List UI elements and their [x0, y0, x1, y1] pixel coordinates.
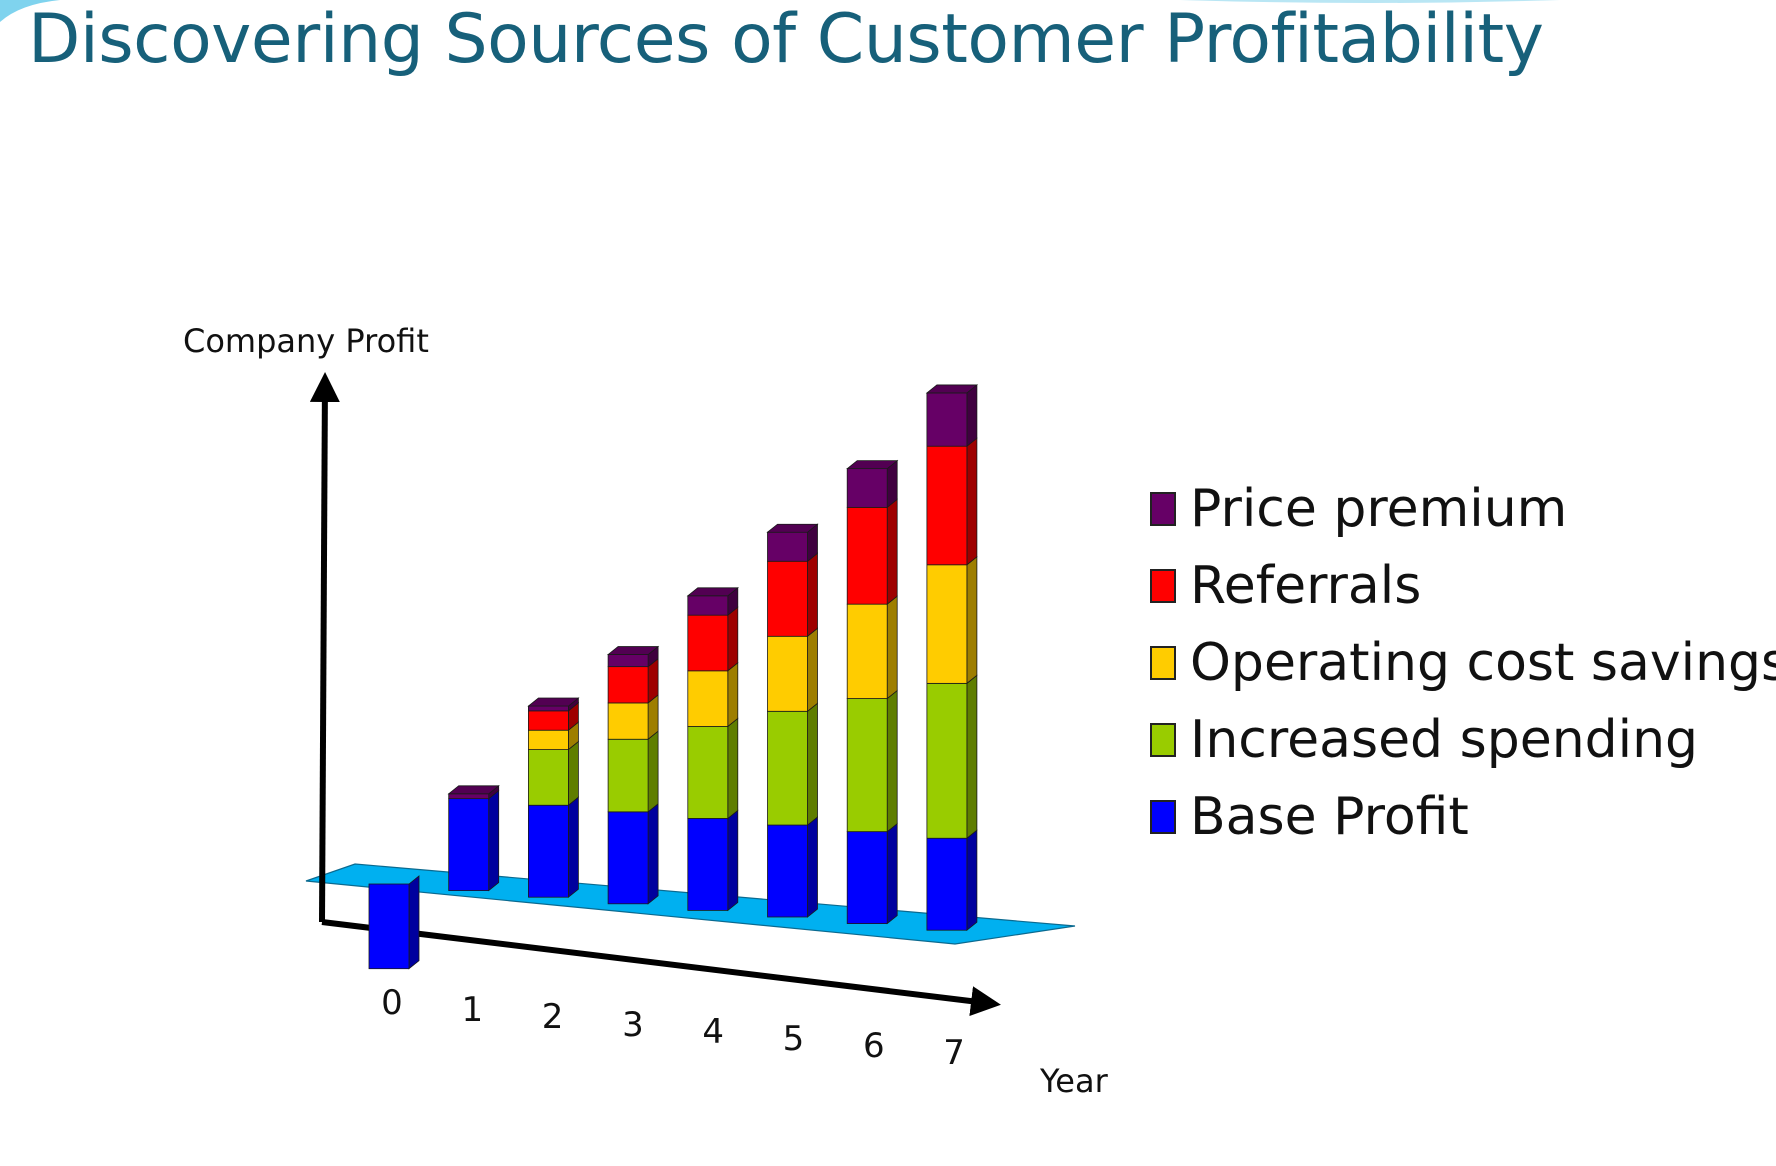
legend-swatch-base-profit — [1150, 799, 1176, 834]
bar-operating-cost-savings-year-7-side — [966, 555, 978, 685]
bar-increased-spending-year-5 — [767, 710, 808, 826]
bar-increased-spending-year-7 — [926, 682, 968, 839]
x-tick-label-4: 4 — [702, 1011, 725, 1052]
bar-referrals-year-2 — [528, 710, 569, 731]
bar-referrals-year-5 — [767, 560, 808, 637]
bar-increased-spending-year-6-side — [886, 689, 898, 833]
slide-title: Discovering Sources of Customer Profitab… — [28, 0, 1544, 79]
legend-item-operating-cost-savings: Operating cost savings — [1150, 624, 1776, 701]
x-tick-label-0: 0 — [381, 983, 403, 1023]
bar-referrals-year-7 — [926, 445, 968, 566]
bar-price-premium-year-5-top — [766, 523, 819, 533]
bar-base-profit-year-5 — [767, 824, 808, 918]
bar-operating-cost-savings-year-6-side — [886, 595, 898, 700]
bar-operating-cost-savings-year-4 — [687, 670, 729, 727]
bar-increased-spending-year-3-side — [647, 730, 659, 813]
legend-swatch-referrals — [1150, 568, 1176, 603]
bar-operating-cost-savings-year-5 — [767, 635, 808, 712]
bar-price-premium-year-4 — [687, 595, 729, 616]
bar-price-premium-year-6 — [846, 468, 888, 508]
bar-operating-cost-savings-year-5-side — [807, 627, 818, 713]
bar-price-premium-year-2 — [528, 705, 569, 712]
y-axis — [309, 372, 340, 923]
bar-increased-spending-year-7-side — [966, 674, 978, 840]
bar-base-profit-year-5-side — [807, 816, 818, 918]
bar-referrals-year-6-side — [886, 498, 898, 605]
bar-price-premium-year-3-top — [606, 646, 660, 655]
legend-swatch-increased-spending — [1150, 722, 1176, 757]
bar-increased-spending-year-2 — [528, 749, 569, 806]
corner-swoosh-decoration — [0, 0, 60, 22]
bar-operating-cost-savings-year-4-side — [727, 661, 739, 728]
bar-base-profit-year-2-side — [568, 796, 579, 899]
legend-item-referrals: Referrals — [1150, 547, 1776, 624]
bar-increased-spending-year-2-side — [568, 740, 579, 807]
x-tick-label-2: 2 — [541, 997, 564, 1038]
bar-increased-spending-year-4 — [687, 726, 729, 819]
bar-base-profit-year-4 — [687, 818, 729, 911]
bar-operating-cost-savings-year-7 — [926, 564, 968, 684]
bar-price-premium-year-7 — [926, 392, 968, 447]
legend-swatch-price-premium — [1150, 491, 1176, 526]
bar-referrals-year-3 — [607, 666, 649, 704]
x-tick-label-6: 6 — [862, 1026, 885, 1067]
top-right-swoosh-decoration — [1180, 0, 1560, 3]
bar-increased-spending-year-3 — [607, 738, 649, 813]
legend-label-price-premium: Price premium — [1190, 478, 1568, 539]
bar-operating-cost-savings-year-3 — [607, 702, 649, 740]
legend-label-operating-cost-savings: Operating cost savings — [1190, 632, 1776, 693]
bar-referrals-year-4 — [687, 614, 729, 672]
bar-price-premium-year-4-top — [686, 587, 739, 597]
bar-referrals-year-5-side — [807, 552, 818, 638]
chart-legend: Price premium Referrals Operating cost s… — [1150, 470, 1776, 855]
bar-increased-spending-year-4-side — [727, 717, 739, 820]
bar-base-profit-year-6-side — [886, 822, 898, 925]
legend-label-base-profit: Base Profit — [1190, 786, 1469, 847]
bar-operating-cost-savings-year-6 — [846, 603, 888, 699]
x-axis-label: Year — [1040, 1062, 1108, 1100]
bar-price-premium-year-1 — [448, 793, 490, 800]
bar-base-profit-year-0-side — [408, 875, 420, 970]
bar-increased-spending-year-5-side — [807, 702, 818, 826]
legend-item-price-premium: Price premium — [1150, 470, 1776, 547]
bar-referrals-year-6 — [846, 506, 888, 605]
bar-base-profit-year-1-side — [488, 789, 500, 892]
bar-base-profit-year-4-side — [727, 809, 739, 912]
legend-swatch-operating-cost-savings — [1150, 645, 1176, 680]
bar-base-profit-year-3-side — [647, 803, 659, 905]
x-tick-label-3: 3 — [622, 1004, 644, 1045]
bar-base-profit-year-0 — [368, 883, 410, 970]
bar-base-profit-year-7-side — [966, 829, 978, 932]
bar-base-profit-year-3 — [607, 811, 649, 905]
legend-label-referrals: Referrals — [1190, 555, 1422, 616]
bar-price-premium-year-2-top — [527, 697, 580, 707]
legend-item-increased-spending: Increased spending — [1150, 701, 1776, 778]
bar-price-premium-year-7-side — [966, 384, 978, 448]
x-tick-label-7: 7 — [943, 1033, 965, 1074]
bar-referrals-year-4-side — [727, 606, 739, 672]
bar-referrals-year-7-side — [966, 437, 978, 566]
bar-base-profit-year-6 — [846, 831, 888, 925]
bar-base-profit-year-7 — [926, 837, 968, 931]
bar-price-premium-year-1-top — [447, 785, 500, 795]
bar-operating-cost-savings-year-2 — [528, 729, 569, 750]
x-tick-label-5: 5 — [782, 1019, 805, 1059]
bar-price-premium-year-3 — [607, 654, 649, 668]
bar-price-premium-year-6-top — [846, 460, 899, 470]
bar-increased-spending-year-6 — [846, 698, 888, 833]
legend-item-base-profit: Base Profit — [1150, 778, 1776, 855]
bar-base-profit-year-1 — [448, 798, 490, 892]
x-tick-label-1: 1 — [461, 990, 484, 1031]
y-axis-label: Company Profit — [183, 322, 429, 360]
bar-price-premium-year-7-top — [925, 384, 979, 394]
bar-base-profit-year-2 — [528, 804, 569, 898]
bar-price-premium-year-5 — [767, 531, 808, 562]
x-axis — [321, 919, 1001, 1016]
legend-label-increased-spending: Increased spending — [1190, 709, 1699, 770]
